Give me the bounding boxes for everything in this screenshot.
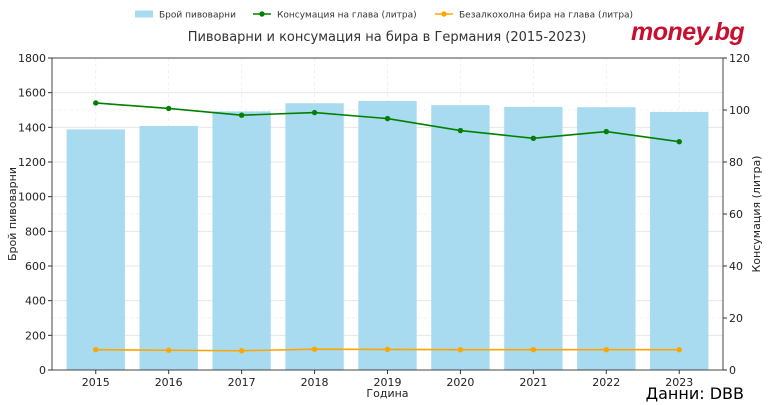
y-right-tick-label: 80 [729, 156, 743, 169]
legend-marker [441, 11, 447, 17]
bar [577, 107, 636, 370]
x-tick-label: 2018 [301, 376, 329, 389]
data-point [676, 347, 682, 353]
data-point [311, 109, 318, 116]
y-left-tick-label: 1400 [18, 121, 46, 134]
data-point [93, 100, 99, 106]
data-point [676, 139, 682, 145]
y-left-tick-label: 1000 [18, 191, 46, 204]
x-tick-label: 2021 [519, 376, 547, 389]
bar [650, 111, 709, 370]
data-point [165, 105, 172, 112]
x-tick-label: 2016 [155, 376, 183, 389]
x-tick-label: 2022 [592, 376, 620, 389]
y-left-tick-label: 600 [25, 260, 46, 273]
y-right-tick-label: 100 [729, 104, 750, 117]
y-left-tick-label: 0 [39, 364, 46, 377]
data-point [530, 347, 537, 353]
y-left-tick-label: 1200 [18, 156, 46, 169]
legend-marker [259, 11, 265, 17]
legend-label: Консумация на глава (литра) [277, 11, 417, 21]
bar [285, 103, 344, 371]
x-axis-label: Година [366, 387, 408, 400]
y-left-tick-label: 200 [25, 329, 46, 342]
legend-swatch [135, 10, 153, 18]
y-left-tick-label: 1600 [18, 87, 46, 100]
bar [212, 111, 271, 371]
bar [66, 129, 125, 370]
data-point [238, 348, 245, 354]
data-point [603, 347, 610, 353]
x-tick-label: 2015 [82, 376, 110, 389]
data-point [603, 128, 610, 135]
y-left-axis-label: Брой пивоварни [6, 167, 19, 261]
data-point [93, 347, 99, 353]
data-point [384, 346, 391, 353]
bar [358, 100, 417, 370]
data-point [165, 347, 172, 353]
bar [504, 106, 563, 370]
data-point [457, 127, 464, 134]
x-tick-label: 2020 [446, 376, 474, 389]
y-left-tick-label: 1800 [18, 52, 46, 65]
bar [431, 105, 490, 370]
y-left-tick-label: 800 [25, 225, 46, 238]
data-point [530, 135, 537, 142]
y-left-tick-label: 400 [25, 295, 46, 308]
y-right-tick-label: 20 [729, 312, 743, 325]
y-right-tick-label: 40 [729, 260, 743, 273]
x-tick-label: 2017 [228, 376, 256, 389]
y-right-tick-label: 0 [729, 364, 736, 377]
legend-label: Брой пивоварни [159, 11, 236, 21]
data-point [311, 346, 318, 352]
brand-logo: money.bg [631, 18, 745, 46]
data-point [457, 347, 464, 353]
y-right-tick-label: 60 [729, 208, 743, 221]
source-note: Данни: DBB [645, 384, 744, 403]
data-point [384, 115, 391, 122]
bar [139, 125, 198, 371]
legend-label: Безалкохолна бира на глава (литра) [459, 11, 633, 21]
x-tick-label: 2023 [665, 376, 693, 389]
chart-title: Пивоварни и консумация на бира в Германи… [188, 30, 587, 45]
data-point [238, 112, 245, 118]
y-right-tick-label: 120 [729, 52, 750, 65]
y-right-axis-label: Консумация (литра) [750, 156, 763, 273]
x-tick-label: 2019 [374, 376, 402, 389]
